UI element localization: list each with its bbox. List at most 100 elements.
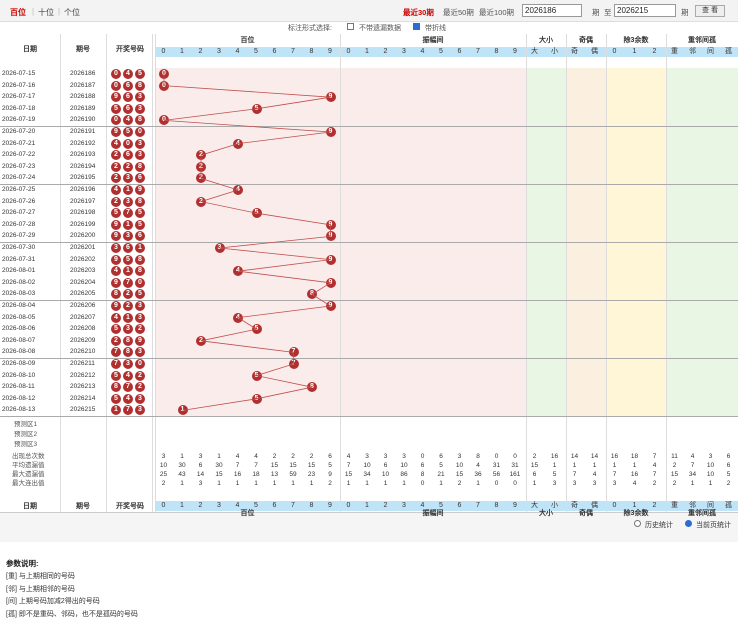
- stats-cell: 2: [291, 453, 295, 460]
- col-issue[interactable]: 期号: [76, 46, 90, 53]
- header-span-3: 3: [402, 502, 406, 509]
- stats-label: 出现总次数: [12, 453, 45, 460]
- stats-cell: 7: [235, 462, 240, 469]
- stats-cell: 4: [476, 462, 480, 469]
- header-digit-1: 1: [180, 502, 184, 509]
- row-date: 2026-08-10: [2, 371, 36, 379]
- stats-cell: 1: [572, 462, 577, 469]
- winning-ball: 5: [123, 127, 133, 137]
- stats-cell: 10: [400, 462, 408, 469]
- digit-header-row: 0 1 2 3 4 5 6 7 8 9 0 1 2 3 4 5 6 7 8 9 大 小 奇 偶 0 1 2 重 邻 间 孤: [155, 47, 738, 57]
- winning-ball: 0: [111, 115, 121, 126]
- stats-cell: 30: [178, 462, 186, 469]
- header-rn-3: 孤: [725, 48, 732, 55]
- history-stats-radio[interactable]: [634, 520, 641, 527]
- polyline-checkbox[interactable]: [413, 23, 420, 30]
- winning-ball: 5: [111, 393, 121, 404]
- winning-ball: 7: [111, 347, 121, 358]
- note-repeat: [重] 与上期相同的号码: [6, 573, 75, 580]
- range-50[interactable]: 最近50期: [443, 8, 474, 17]
- stats-cell: 15: [455, 471, 464, 478]
- winning-ball: 3: [135, 301, 145, 311]
- row-issue: 2026210: [70, 348, 96, 356]
- header-span-7: 7: [476, 48, 480, 55]
- stats-cell: 10: [706, 471, 715, 478]
- range-100[interactable]: 最近100期: [479, 8, 515, 17]
- stats-cell: 18: [252, 471, 260, 478]
- forecast-row-label: 预测区1: [14, 421, 38, 428]
- to-issue-input[interactable]: 2026215: [614, 4, 676, 17]
- stats-cell: 2: [309, 453, 314, 460]
- stats-cell: 15: [215, 471, 223, 478]
- stats-cell: 10: [363, 462, 371, 469]
- row-issue: 2026200: [70, 232, 96, 240]
- group-bigsmall: 大小: [539, 37, 553, 44]
- stats-cell: 3: [198, 480, 203, 487]
- tab-tens[interactable]: 十位: [38, 8, 54, 17]
- winning-ball: 8: [135, 254, 145, 265]
- stats-cell: 2: [726, 480, 731, 487]
- stats-cell: 0: [420, 480, 425, 487]
- column-divider: [152, 34, 153, 512]
- row-issue: 2026214: [70, 394, 96, 402]
- header-span-3: 3: [402, 48, 406, 55]
- row-issue: 2026186: [70, 70, 96, 77]
- header-span-0: 0: [346, 502, 351, 509]
- winning-ball: 9: [111, 277, 121, 288]
- header-mod3-0: 0: [612, 48, 617, 55]
- winning-ball: 8: [135, 266, 145, 277]
- row-date: 2026-07-21: [2, 139, 36, 147]
- stats-cell: 16: [610, 453, 619, 460]
- stats-cell: 1: [217, 480, 221, 487]
- header-mod3-1: 1: [632, 48, 637, 55]
- stats-cell: 1: [632, 462, 637, 469]
- stats-cell: 6: [439, 453, 443, 460]
- from-issue-input[interactable]: 2026186: [522, 4, 582, 17]
- stats-row: 平均遗漏值 10 30 6 30 7 7 15 15 15 5 7 10 6 10 6 5 10 4 31 31 15 1 1…: [0, 461, 738, 470]
- header-rn-0: 重: [671, 502, 678, 509]
- history-stats-label: 历史统计: [645, 522, 673, 529]
- header-span-4: 4: [420, 502, 425, 509]
- options-label: 标注形式选择:: [288, 25, 332, 32]
- page-stats-radio[interactable]: [685, 520, 692, 527]
- winning-ball: 0: [135, 359, 145, 369]
- winning-ball: 2: [135, 324, 145, 335]
- winning-ball: 5: [123, 254, 133, 265]
- row-issue: 2026215: [70, 406, 96, 414]
- tab-hundreds[interactable]: 百位: [10, 8, 26, 17]
- header-digit-8: 8: [309, 48, 314, 55]
- stats-cell: 13: [270, 471, 279, 478]
- winning-ball: 1: [135, 243, 145, 253]
- header-span-2: 2: [383, 502, 388, 509]
- range-30[interactable]: 最近30期: [403, 8, 434, 17]
- no-missing-checkbox[interactable]: [347, 23, 354, 30]
- group-separator: [0, 300, 738, 301]
- column-divider: [340, 34, 341, 512]
- row-issue: 2026187: [70, 81, 96, 89]
- stats-cell: 7: [612, 471, 617, 478]
- stats-cell: 21: [437, 471, 445, 478]
- view-button[interactable]: 查 看: [695, 5, 725, 17]
- winning-ball: 2: [111, 196, 121, 207]
- header-small: 小: [551, 502, 558, 509]
- forecast-row-label: 预测区2: [14, 431, 38, 438]
- stats-cell: 10: [706, 462, 715, 469]
- foot-oddeven: 奇偶: [579, 510, 593, 517]
- stats-cell: 6: [420, 462, 425, 469]
- foot-issue: 期号: [76, 503, 90, 510]
- row-issue: 2026213: [70, 383, 96, 391]
- header-digit-7: 7: [291, 48, 295, 55]
- stats-cell: 10: [455, 462, 464, 469]
- row-date: 2026-07-19: [2, 116, 36, 124]
- stats-cell: 3: [383, 453, 388, 460]
- winning-ball: 3: [135, 405, 145, 416]
- stats-cell: 1: [309, 480, 314, 487]
- winning-ball: 3: [135, 138, 145, 149]
- row-date: 2026-07-30: [2, 244, 36, 251]
- stats-cell: 2: [457, 480, 462, 487]
- tab-units[interactable]: 个位: [64, 8, 80, 17]
- stats-row: 最大遗漏值 25 43 14 15 16 18 13 59 23 9 15 34 10 86 8 21 15 36 5…: [0, 470, 738, 479]
- period-label: 期: [592, 8, 600, 17]
- column-divider: [106, 34, 107, 512]
- stats-cell: 2: [532, 453, 537, 460]
